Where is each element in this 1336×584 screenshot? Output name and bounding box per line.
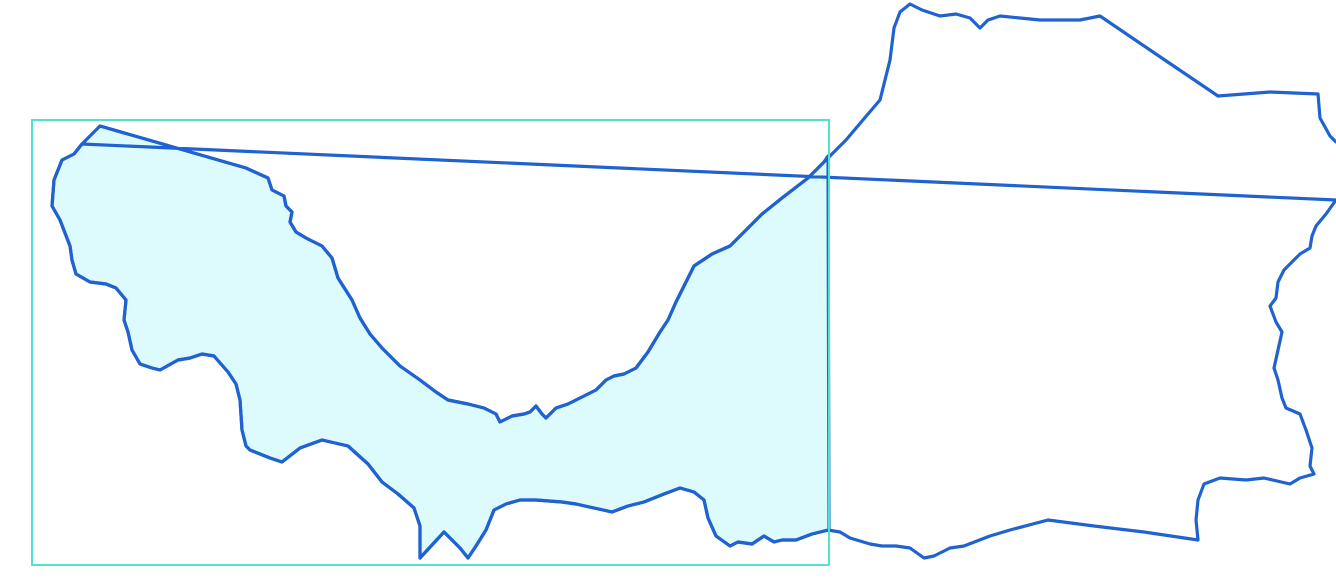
selection-rectangle[interactable] xyxy=(31,119,830,566)
highlighted-subregion[interactable] xyxy=(50,124,831,560)
region-boundary[interactable] xyxy=(50,2,1336,560)
